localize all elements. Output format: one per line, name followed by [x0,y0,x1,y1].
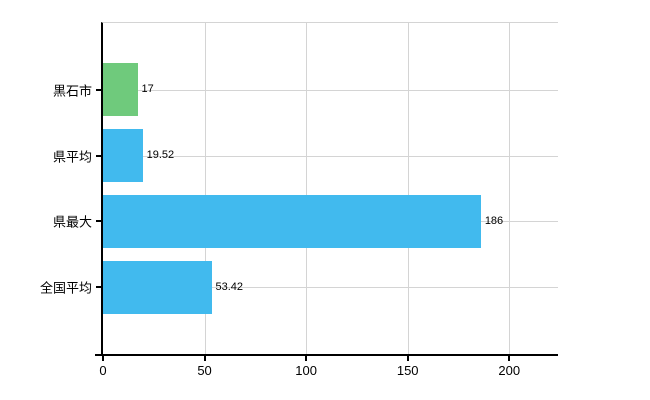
x-axis-tick [203,356,206,361]
plot-area: 0 50 100 150 200 黒石市 17 県平均 19.52 県最大 [40,22,558,378]
y-axis-tick [96,88,103,91]
x-axis-line [95,354,558,356]
gridline-vertical [509,23,511,355]
bar-rows: 黒石市 17 県平均 19.52 県最大 186 全 [40,23,558,355]
bar-row: 黒石市 17 [53,57,558,123]
x-axis-tick [508,356,511,361]
category-label: 黒石市 [52,83,92,99]
category-label: 全国平均 [39,280,92,296]
gridline-horizontal [103,89,558,91]
bar-row: 全国平均 53.42 [40,254,558,320]
x-axis-tick [406,356,409,361]
gridline-vertical [204,23,206,355]
bar-value-label: 186 [484,214,504,227]
y-axis-tick [96,286,103,289]
bar-value-label: 53.42 [215,280,244,293]
x-axis-tick [305,356,308,361]
x-tick-label: 100 [295,363,317,378]
bar-value-label: 17 [141,83,154,96]
bar-value-label: 19.52 [146,149,175,162]
category-label: 県最大 [52,214,92,230]
x-tick-label: 200 [498,363,521,378]
bar-row: 県平均 19.52 [53,123,558,189]
bar-kuroishi[interactable] [103,63,138,117]
x-tick-label: 0 [99,363,107,378]
bar-national-average[interactable] [103,260,212,314]
x-tick-label: 50 [197,363,212,378]
gridline-vertical [306,23,308,355]
gridline-vertical [407,23,409,355]
y-axis-tick [96,154,103,157]
x-axis-tick [102,356,104,361]
x-tick-label: 150 [396,363,419,378]
y-axis-tick [96,220,103,223]
category-label: 県平均 [52,149,92,165]
gridline-horizontal [103,287,558,289]
gridline-horizontal [103,155,558,157]
vgrid-layer: 0 50 100 150 200 [99,23,558,378]
bar-pref-average[interactable] [103,129,143,183]
bar-pref-max[interactable] [103,194,481,248]
bar-row: 県最大 186 [53,189,558,255]
